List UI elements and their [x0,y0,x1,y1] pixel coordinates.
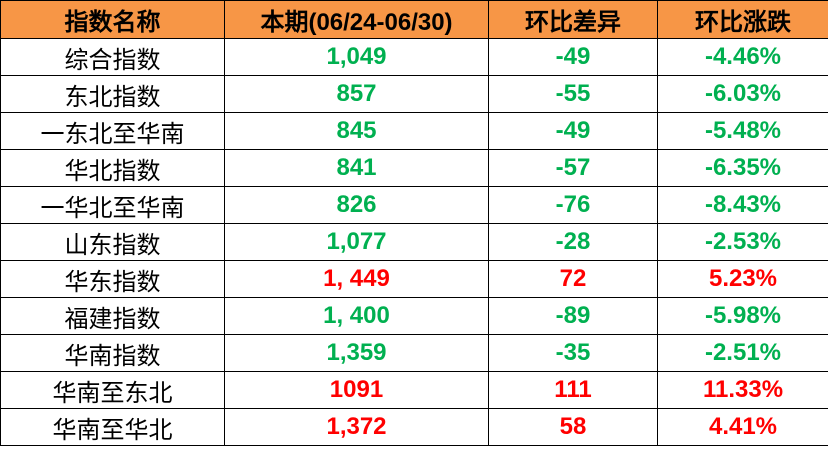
wow-diff-cell: -35 [488,334,658,372]
header-current-period: 本期(06/24-06/30) [224,0,489,39]
current-value-cell: 1091 [224,371,489,409]
wow-pct-cell: -8.43% [657,186,828,224]
table-row: 一东北至华南 845 -49 -5.48% [0,112,828,150]
index-name-cell: 东北指数 [0,75,225,113]
current-value-cell: 826 [224,186,489,224]
table-row: 华东指数 1, 449 72 5.23% [0,260,828,298]
table-row: 东北指数 857 -55 -6.03% [0,75,828,113]
current-value-cell: 1,077 [224,223,489,261]
current-value-cell: 857 [224,75,489,113]
header-wow-diff: 环比差异 [488,0,658,39]
index-name-cell: 华南指数 [0,334,225,372]
current-value-cell: 845 [224,112,489,150]
table-row: 山东指数 1,077 -28 -2.53% [0,223,828,261]
wow-pct-cell: -5.98% [657,297,828,335]
wow-diff-cell: -49 [488,38,658,76]
wow-diff-cell: -76 [488,186,658,224]
wow-diff-cell: 111 [488,371,658,409]
table-row: 华南指数 1,359 -35 -2.51% [0,334,828,372]
header-wow-pct: 环比涨跌 [657,0,828,39]
wow-pct-cell: -5.48% [657,112,828,150]
wow-pct-cell: 4.41% [657,408,828,446]
wow-pct-cell: -4.46% [657,38,828,76]
wow-pct-cell: -2.53% [657,223,828,261]
index-table: 指数名称 本期(06/24-06/30) 环比差异 环比涨跌 综合指数 1,049… [0,0,828,446]
header-row: 指数名称 本期(06/24-06/30) 环比差异 环比涨跌 [0,0,828,39]
index-name-cell: 福建指数 [0,297,225,335]
index-name-cell: 综合指数 [0,38,225,76]
header-index-name: 指数名称 [0,0,225,39]
table-row: 华南至华北 1,372 58 4.41% [0,408,828,446]
wow-pct-cell: 5.23% [657,260,828,298]
table-row: 一华北至华南 826 -76 -8.43% [0,186,828,224]
wow-pct-cell: -6.03% [657,75,828,113]
table-row: 华北指数 841 -57 -6.35% [0,149,828,187]
wow-pct-cell: -6.35% [657,149,828,187]
index-name-cell: 华南至华北 [0,408,225,446]
wow-diff-cell: -55 [488,75,658,113]
current-value-cell: 1, 449 [224,260,489,298]
table-row: 综合指数 1,049 -49 -4.46% [0,38,828,76]
wow-diff-cell: 72 [488,260,658,298]
wow-diff-cell: -89 [488,297,658,335]
index-name-cell: 一华北至华南 [0,186,225,224]
current-value-cell: 1,372 [224,408,489,446]
current-value-cell: 841 [224,149,489,187]
wow-diff-cell: -28 [488,223,658,261]
wow-diff-cell: -49 [488,112,658,150]
table-row: 福建指数 1, 400 -89 -5.98% [0,297,828,335]
current-value-cell: 1,359 [224,334,489,372]
index-name-cell: 山东指数 [0,223,225,261]
index-name-cell: 一东北至华南 [0,112,225,150]
wow-diff-cell: -57 [488,149,658,187]
current-value-cell: 1,049 [224,38,489,76]
index-name-cell: 华东指数 [0,260,225,298]
current-value-cell: 1, 400 [224,297,489,335]
table-row: 华南至东北 1091 111 11.33% [0,371,828,409]
index-name-cell: 华北指数 [0,149,225,187]
index-name-cell: 华南至东北 [0,371,225,409]
wow-diff-cell: 58 [488,408,658,446]
wow-pct-cell: 11.33% [657,371,828,409]
wow-pct-cell: -2.51% [657,334,828,372]
